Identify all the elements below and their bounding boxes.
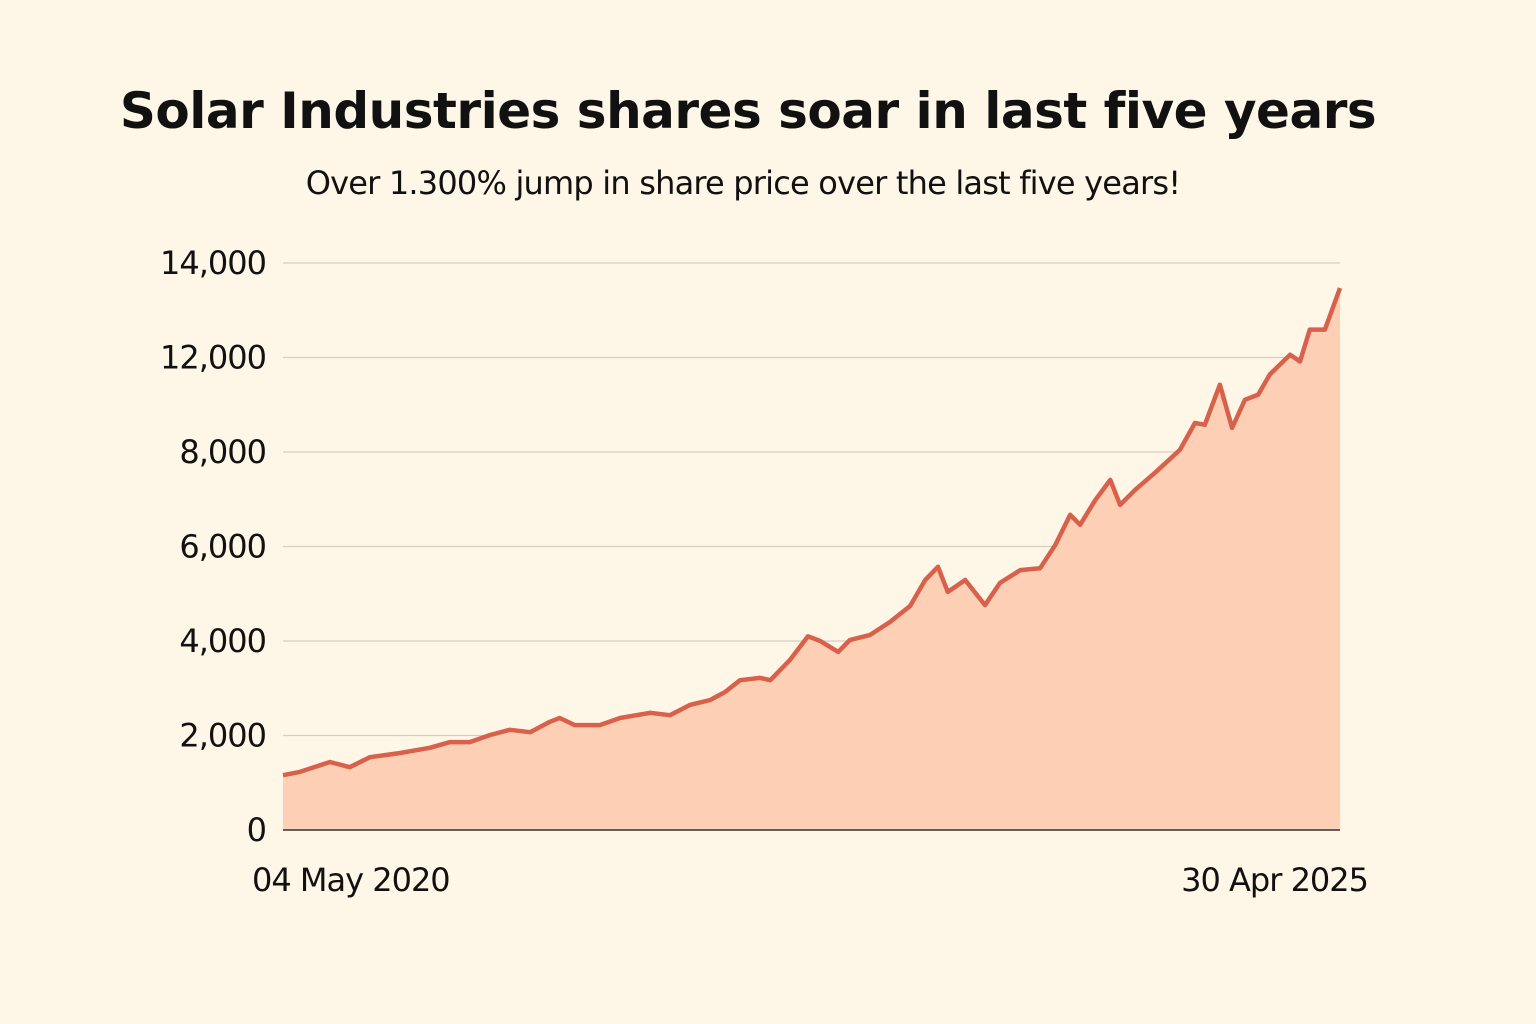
y-tick-label: 0 <box>247 811 266 849</box>
y-axis-ticks: 0 2,000 4,000 6,000 8,000 12,000 14,000 <box>160 244 267 849</box>
price-line <box>282 287 1343 778</box>
x-tick-label-start: 04 May 2020 <box>252 861 450 899</box>
y-tick-label: 14,000 <box>160 244 266 282</box>
area-fill <box>283 288 1340 830</box>
y-tick-label: 2,000 <box>179 717 266 755</box>
y-tick-label: 6,000 <box>179 528 266 566</box>
chart-subtitle: Over 1.300% jump in share price over the… <box>305 164 1181 202</box>
x-tick-label-end: 30 Apr 2025 <box>1181 861 1368 899</box>
y-tick-label: 4,000 <box>179 622 266 660</box>
y-tick-label: 12,000 <box>160 339 266 377</box>
chart-title: Solar Industries shares soar in last fiv… <box>119 82 1377 140</box>
y-tick-label: 8,000 <box>179 433 266 471</box>
